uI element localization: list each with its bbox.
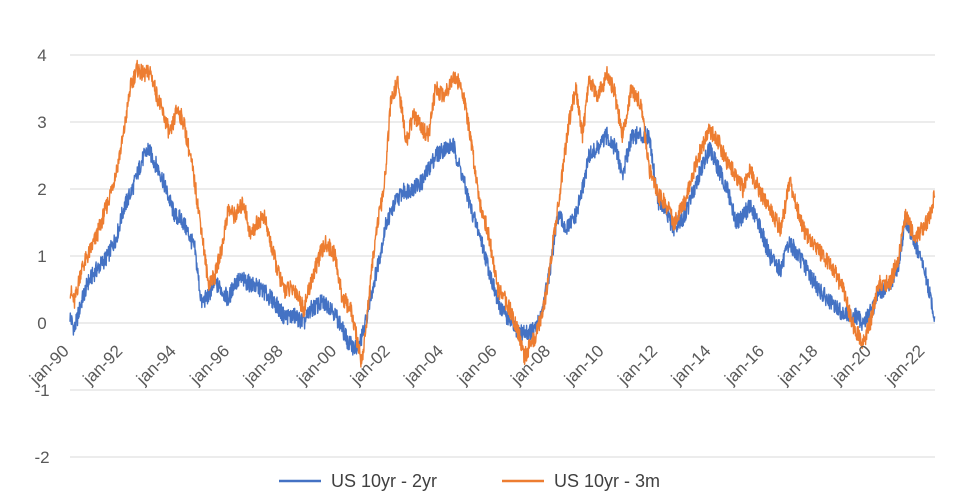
y-tick-label: -2	[34, 448, 49, 467]
series-line-10yr-2yr	[69, 126, 936, 356]
gridlines	[70, 54, 935, 458]
x-tick-label: jan-14	[667, 341, 715, 389]
x-tick-label: jan-98	[239, 341, 287, 389]
x-tick-label: jan-08	[507, 341, 555, 389]
y-tick-label: 0	[37, 314, 46, 333]
x-tick-label: jan-92	[79, 341, 127, 389]
x-tick-label: jan-12	[614, 341, 662, 389]
x-axis-ticks: jan-90 jan-92 jan-94 jan-96 jan-98 jan-00 jan-…	[25, 341, 928, 389]
x-tick-label: jan-16	[720, 341, 768, 389]
x-tick-label: jan-06	[453, 341, 501, 389]
series-line-10yr-3m	[69, 59, 936, 368]
y-axis-ticks: 4 3 2 1 0 -1 -2	[34, 46, 49, 467]
x-tick-label: jan-20	[827, 341, 875, 389]
legend-label-10yr-3m: US 10yr - 3m	[554, 471, 660, 491]
y-tick-label: 2	[37, 180, 46, 199]
legend: US 10yr - 2yr US 10yr - 3m	[279, 471, 660, 491]
y-tick-label: 4	[37, 46, 46, 65]
x-tick-label: jan-18	[774, 341, 822, 389]
x-tick-label: jan-22	[881, 341, 929, 389]
x-tick-label: jan-00	[293, 341, 341, 389]
y-tick-label: 1	[37, 247, 46, 266]
x-tick-label: jan-04	[400, 341, 448, 389]
y-tick-label: -1	[34, 381, 49, 400]
y-tick-label: 3	[37, 113, 46, 132]
x-tick-label: jan-96	[186, 341, 234, 389]
x-tick-label: jan-10	[560, 341, 608, 389]
legend-label-10yr-2yr: US 10yr - 2yr	[331, 471, 437, 491]
x-tick-label: jan-94	[132, 341, 180, 389]
series-lines	[69, 59, 936, 368]
